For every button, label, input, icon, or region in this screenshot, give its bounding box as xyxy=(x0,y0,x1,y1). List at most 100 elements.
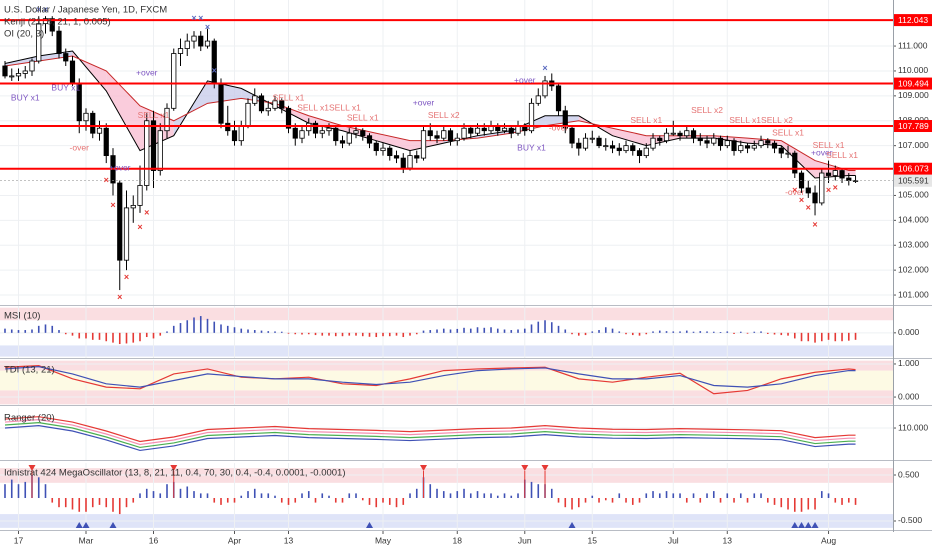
histogram-bar xyxy=(814,497,816,510)
histogram-bar xyxy=(469,328,472,333)
candle-body xyxy=(117,182,123,261)
candle-body xyxy=(400,157,406,169)
candle-body xyxy=(2,65,8,77)
signal-marker: × xyxy=(205,22,210,32)
histogram-bar xyxy=(213,321,216,333)
histogram-bar xyxy=(31,329,33,333)
signal-annotation: BUY x1 xyxy=(517,142,546,152)
candle-body xyxy=(360,130,366,137)
candle-body xyxy=(326,127,332,132)
histogram-bar xyxy=(719,332,722,333)
histogram-bar xyxy=(550,322,553,333)
histogram-bar xyxy=(733,497,735,503)
signal-marker: × xyxy=(833,182,838,192)
signal-annotation: +over xyxy=(514,75,536,85)
candle-body xyxy=(211,40,217,84)
histogram-bar xyxy=(341,497,344,503)
histogram-bar xyxy=(685,497,688,503)
histogram-bar xyxy=(206,493,209,498)
candle-body xyxy=(285,107,292,129)
candle-body xyxy=(245,102,251,127)
histogram-bar xyxy=(415,488,418,498)
histogram-bar xyxy=(98,332,101,340)
candle-body xyxy=(832,170,838,176)
candle-body xyxy=(96,127,103,134)
histogram-bar xyxy=(645,332,648,335)
histogram-bar xyxy=(517,329,519,333)
candle-body xyxy=(218,83,224,124)
panel-title: TDI (13, 21) xyxy=(4,365,55,376)
histogram-bar xyxy=(253,488,256,498)
candle-body xyxy=(711,137,717,144)
histogram-bar xyxy=(712,331,715,333)
histogram-bar xyxy=(645,493,648,498)
signal-annotation: SELL x2 xyxy=(428,110,460,120)
signal-marker: × xyxy=(137,222,142,232)
histogram-bar xyxy=(58,497,60,508)
candle-body xyxy=(805,187,811,194)
ma-fill xyxy=(477,130,512,139)
candle-body xyxy=(501,127,508,132)
band xyxy=(0,370,893,391)
candle-body xyxy=(468,127,474,134)
histogram-bar xyxy=(206,318,209,333)
histogram-bar xyxy=(395,332,398,336)
histogram-bar xyxy=(78,332,81,339)
histogram-bar xyxy=(564,497,567,508)
candle-body xyxy=(576,142,582,149)
histogram-bar xyxy=(739,493,742,498)
candle-body xyxy=(130,205,136,209)
candle-body xyxy=(508,127,514,134)
histogram-bar xyxy=(571,332,573,335)
candle-body xyxy=(785,152,791,155)
histogram-bar xyxy=(98,497,101,505)
histogram-bar xyxy=(85,332,87,339)
y-tick-label: 111.000 xyxy=(898,40,928,50)
panel-title: MSI (10) xyxy=(4,311,40,322)
histogram-bar xyxy=(328,332,330,336)
candle-body xyxy=(751,145,757,149)
histogram-bar xyxy=(220,324,222,333)
candle-body xyxy=(258,95,265,112)
candle-body xyxy=(387,147,393,157)
histogram-bar xyxy=(753,493,756,498)
x-tick-label: Aug xyxy=(821,535,836,545)
histogram-bar xyxy=(287,332,290,334)
x-tick-label: 18 xyxy=(453,535,463,545)
histogram-bar xyxy=(591,495,594,498)
histogram-bar xyxy=(361,332,364,337)
histogram-bar xyxy=(665,491,668,498)
signal-down-triangle xyxy=(521,465,529,471)
histogram-bar xyxy=(240,328,243,333)
x-tick-label: 13 xyxy=(723,535,733,545)
candle-body xyxy=(758,140,764,147)
candle-body xyxy=(319,130,325,134)
histogram-bar xyxy=(112,332,114,343)
y-tick-label: 0.500 xyxy=(898,469,920,479)
histogram-bar xyxy=(274,495,276,498)
candle-body xyxy=(663,132,670,142)
histogram-bar xyxy=(409,332,411,336)
candle-body xyxy=(56,30,62,54)
candle-body xyxy=(366,135,373,144)
candle-body xyxy=(771,142,778,149)
candle-body xyxy=(427,130,433,137)
indicator-line xyxy=(4,422,856,449)
histogram-bar xyxy=(233,497,236,503)
signal-marker: × xyxy=(104,175,109,185)
signal-annotation: SELL x1 xyxy=(630,115,662,125)
signal-up-triangle xyxy=(82,522,90,528)
histogram-bar xyxy=(105,497,108,508)
histogram-bar xyxy=(773,497,776,505)
candle-body xyxy=(670,132,676,135)
histogram-bar xyxy=(449,493,452,498)
histogram-bar xyxy=(274,331,276,333)
histogram-bar xyxy=(118,332,121,345)
histogram-bar xyxy=(193,317,195,333)
histogram-bar xyxy=(132,497,135,503)
histogram-bar xyxy=(827,493,830,498)
histogram-bar xyxy=(118,497,121,515)
histogram-bar xyxy=(510,495,513,498)
histogram-bar xyxy=(58,330,60,333)
candle-body xyxy=(265,107,271,112)
